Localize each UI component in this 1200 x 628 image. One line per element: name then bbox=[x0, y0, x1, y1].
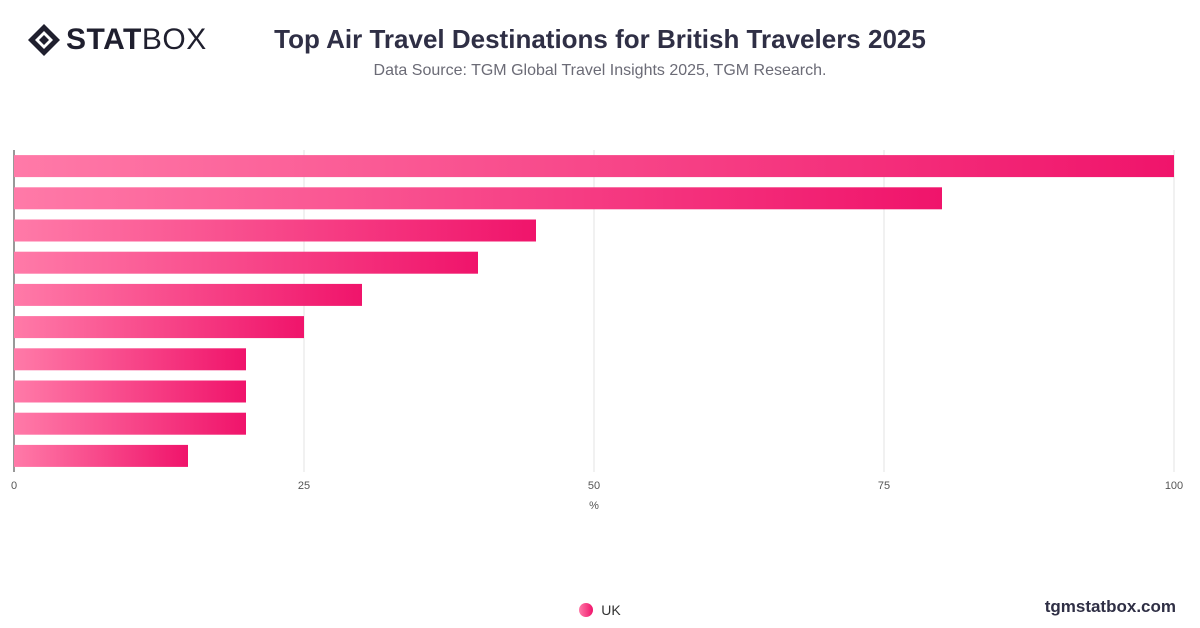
legend[interactable]: UK bbox=[0, 602, 1200, 618]
legend-marker-uk bbox=[579, 603, 594, 617]
x-tick-label: 100 bbox=[1165, 480, 1183, 492]
chart-subtitle: Data Source: TGM Global Travel Insights … bbox=[373, 62, 827, 79]
x-axis-label: % bbox=[589, 500, 599, 512]
x-tick-label: 50 bbox=[588, 480, 600, 492]
watermark: tgmstatbox.com bbox=[1044, 597, 1176, 616]
bar[interactable] bbox=[14, 187, 942, 210]
logo-text-light: BOX bbox=[141, 23, 207, 56]
bar[interactable] bbox=[14, 155, 1174, 178]
bar[interactable] bbox=[14, 412, 246, 435]
x-tick-label: 0 bbox=[11, 480, 17, 492]
statbox-logo-icon bbox=[28, 24, 60, 56]
x-tick-label: 25 bbox=[298, 480, 310, 492]
bar[interactable] bbox=[14, 316, 304, 339]
bars bbox=[14, 155, 1174, 467]
x-tick-labels: 0 25 50 75 100 bbox=[11, 480, 1183, 492]
bar[interactable] bbox=[14, 283, 362, 306]
logo-text: STATBOX bbox=[66, 22, 207, 58]
bar[interactable] bbox=[14, 380, 246, 403]
bar[interactable] bbox=[14, 251, 478, 274]
bar[interactable] bbox=[14, 219, 536, 242]
logo-text-bold: STAT bbox=[66, 23, 142, 56]
statbox-logo: STATBOX bbox=[26, 22, 207, 58]
legend-label-uk: UK bbox=[601, 602, 621, 618]
x-tick-label: 75 bbox=[878, 480, 890, 492]
bar[interactable] bbox=[14, 444, 188, 467]
chart-title: Top Air Travel Destinations for British … bbox=[274, 24, 926, 54]
bar[interactable] bbox=[14, 348, 246, 371]
